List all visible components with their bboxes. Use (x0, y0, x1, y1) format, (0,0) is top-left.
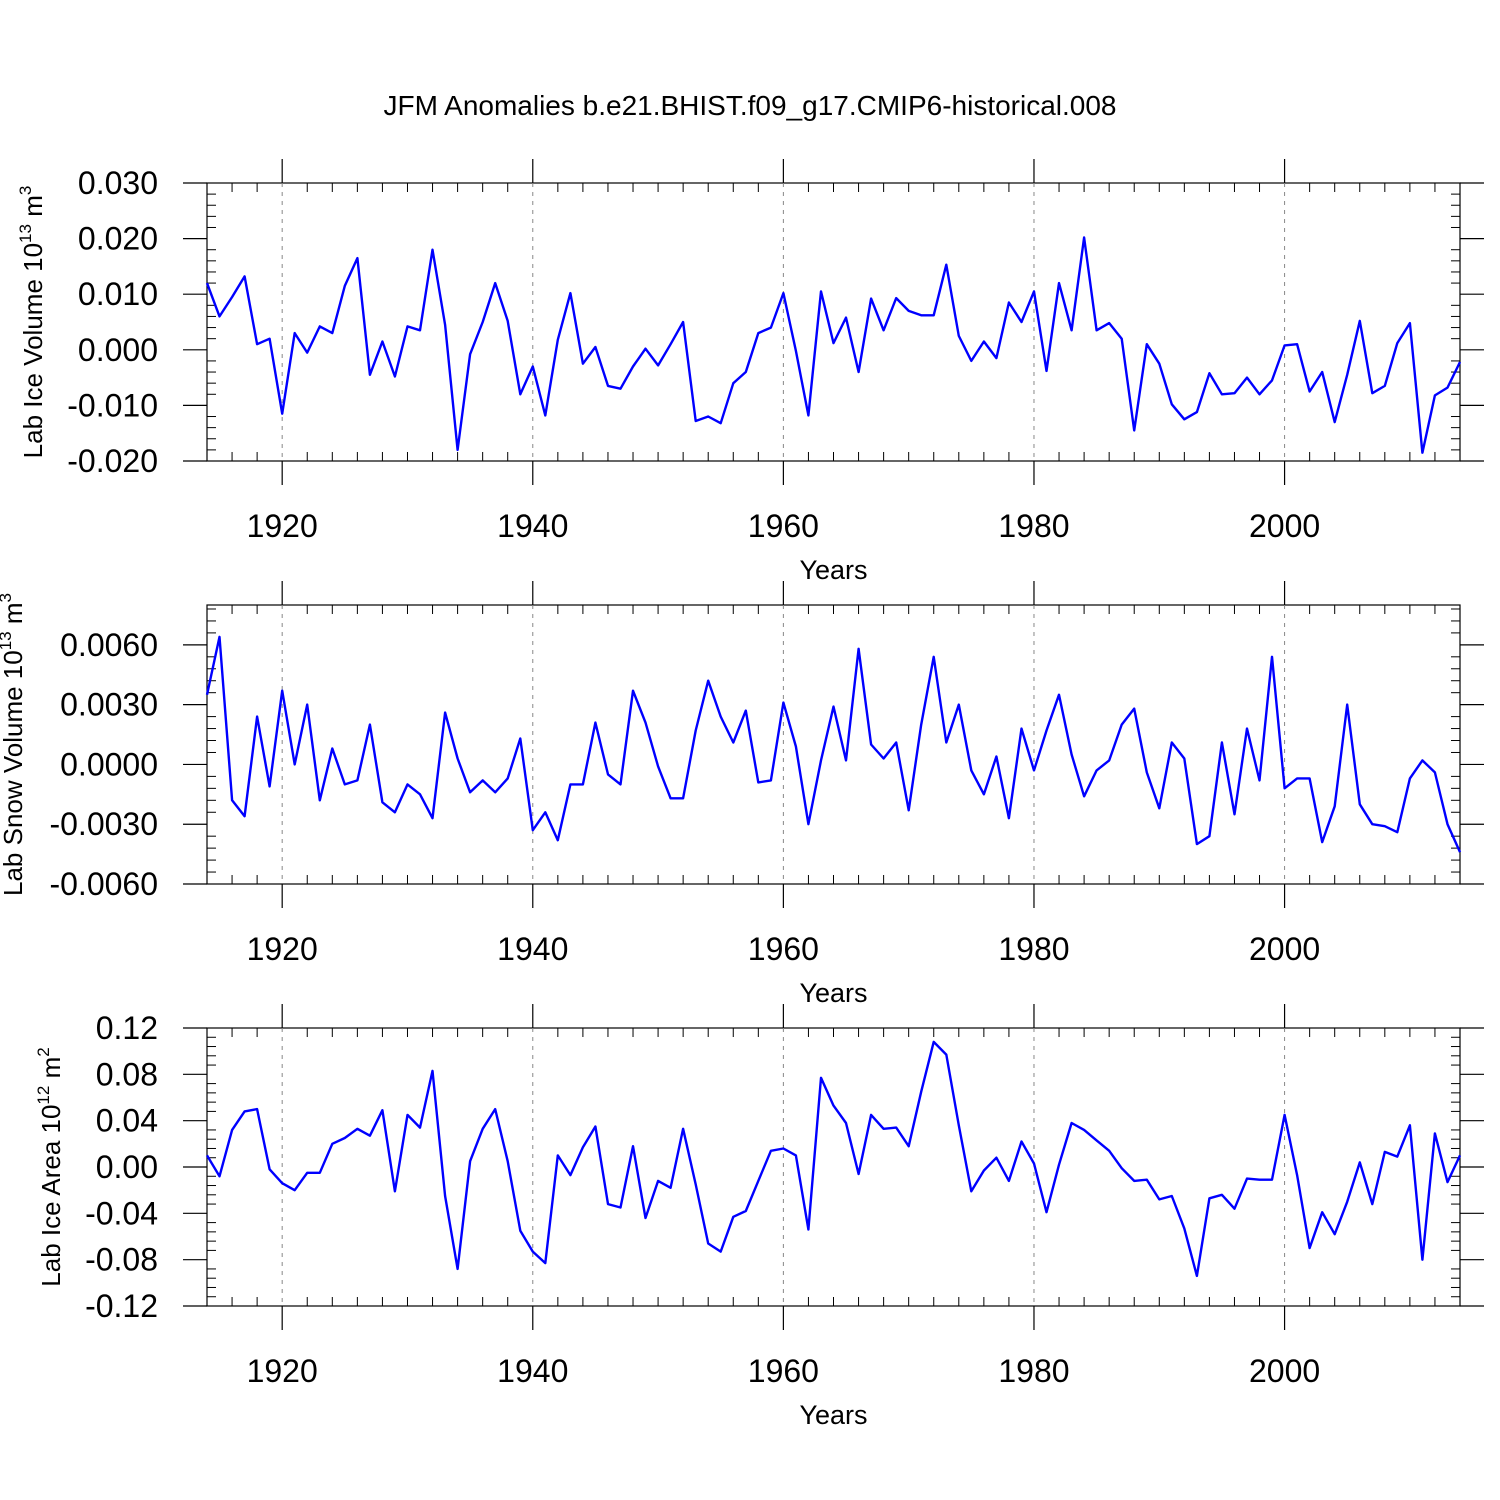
y-tick-label: 0.010 (78, 276, 158, 312)
y-tick-label: 0.030 (78, 165, 158, 201)
y-tick-label: 0.0060 (60, 627, 158, 663)
plot-frame (206, 1027, 1461, 1307)
y-tick-label: 0.000 (78, 332, 158, 368)
y-axis-label: Lab Snow Volume 1013 m3 (0, 593, 28, 896)
x-tick-label: 1920 (247, 508, 318, 544)
x-tick-label: 1980 (998, 1353, 1069, 1389)
y-tick-label: 0.08 (96, 1056, 158, 1092)
y-tick-label: -0.020 (67, 443, 158, 479)
y-tick-label: 0.020 (78, 221, 158, 257)
x-tick-label: 1960 (748, 508, 819, 544)
y-tick-label: -0.12 (85, 1288, 158, 1324)
x-axis-label: Years (799, 555, 867, 585)
x-tick-label: 1940 (497, 931, 568, 967)
y-tick-label: 0.04 (96, 1103, 158, 1139)
x-tick-label: 2000 (1249, 508, 1320, 544)
x-tick-label: 1960 (748, 931, 819, 967)
x-tick-label: 1920 (247, 931, 318, 967)
x-axis-label: Years (799, 1400, 867, 1430)
x-tick-label: 2000 (1249, 1353, 1320, 1389)
y-tick-label: -0.0030 (49, 806, 158, 842)
x-tick-label: 1960 (748, 1353, 819, 1389)
y-tick-label: 0.0030 (60, 687, 158, 723)
y-axis-label: Lab Ice Volume 1013 m3 (16, 186, 48, 459)
plot-frame (206, 182, 1461, 462)
page-title: JFM Anomalies b.e21.BHIST.f09_g17.CMIP6-… (383, 90, 1117, 121)
x-tick-label: 2000 (1249, 931, 1320, 967)
y-tick-label: -0.010 (67, 387, 158, 423)
y-tick-label: -0.04 (85, 1195, 158, 1231)
x-tick-label: 1940 (497, 1353, 568, 1389)
snow-volume-panel: 1920 1940 1960 1980 2000 -0.0060 -0.0030 0.0000… (0, 581, 1484, 1008)
y-axis-label: Lab Ice Area 1012 m2 (34, 1047, 66, 1286)
series-line (205, 1040, 1462, 1278)
plot-frame (206, 604, 1461, 885)
x-tick-label: 1920 (247, 1353, 318, 1389)
y-tick-label: 0.0000 (60, 746, 158, 782)
series-line (205, 635, 1462, 853)
y-tick-label: -0.0060 (49, 866, 158, 902)
y-tick-label: -0.08 (85, 1242, 158, 1278)
ice-area-panel: 1920 1940 1960 1980 2000 -0.12 -0.08 -0.04 0.00 0… (34, 1004, 1484, 1430)
y-tick-label: 0.00 (96, 1149, 158, 1185)
y-tick-label: 0.12 (96, 1010, 158, 1046)
x-axis-label: Years (799, 978, 867, 1008)
x-tick-label: 1940 (497, 508, 568, 544)
x-tick-label: 1980 (998, 508, 1069, 544)
series-line (205, 236, 1462, 454)
ice-volume-panel: 1920 1940 1960 1980 2000 -0.020 -0.010 0.000 0.0… (16, 159, 1484, 585)
x-tick-label: 1980 (998, 931, 1069, 967)
